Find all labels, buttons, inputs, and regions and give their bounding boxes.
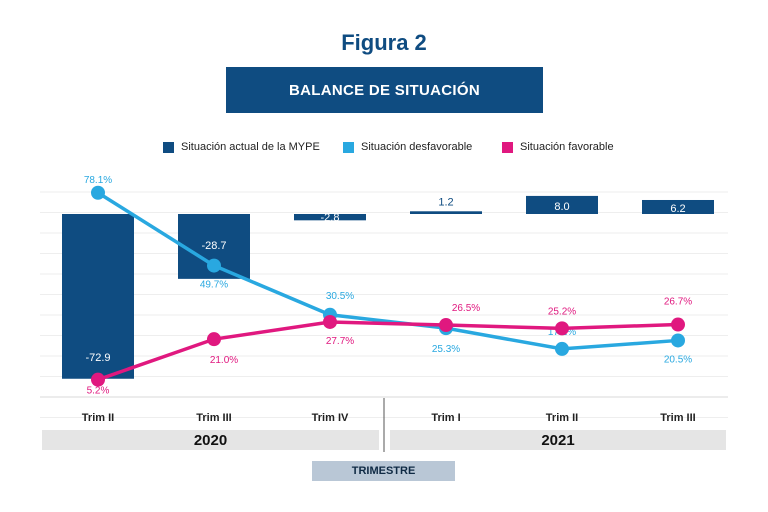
- bar-label-4: 8.0: [554, 201, 569, 213]
- legend-label-favorable: Situación favorable: [520, 141, 614, 153]
- line-label-1-1: 21.0%: [210, 355, 238, 366]
- line-point-0-1: [207, 258, 221, 273]
- figure-title: Figura 2: [341, 30, 427, 55]
- legend-swatch-unfavorable: [343, 141, 354, 153]
- x-tick-label-3: Trim I: [431, 412, 460, 424]
- bar-0: [62, 214, 134, 379]
- line-label-0-1: 49.7%: [200, 280, 228, 291]
- year-label-2020: 2020: [42, 430, 379, 450]
- legend-swatch-bars: [163, 141, 174, 153]
- line-point-0-0: [91, 185, 105, 200]
- line-point-1-2: [323, 314, 337, 329]
- line-label-0-5: 20.5%: [664, 354, 692, 365]
- line-point-1-0: [91, 372, 105, 387]
- x-axis-title: TRIMESTRE: [312, 461, 455, 481]
- x-tick-label-5: Trim III: [660, 412, 695, 424]
- line-point-1-5: [671, 317, 685, 332]
- x-tick-label-1: Trim III: [196, 412, 231, 424]
- legend-item-favorable: Situación favorable: [502, 141, 614, 153]
- line-point-0-4: [555, 341, 569, 356]
- line-series-0: [97, 191, 679, 351]
- bar-5: [642, 199, 714, 214]
- bar-2: [294, 214, 366, 221]
- line-label-1-0: 5.2%: [87, 386, 110, 397]
- x-tick-label-0: Trim II: [82, 412, 114, 424]
- line-point-1-4: [555, 321, 569, 336]
- legend-item-bars: Situación actual de la MYPE: [163, 141, 320, 153]
- bar-label-1: -28.7: [201, 240, 226, 252]
- line-label-1-2: 27.7%: [326, 336, 354, 347]
- line-point-1-3: [439, 318, 453, 333]
- line-label-0-0: 78.1%: [84, 175, 112, 186]
- bar-label-5: 6.2: [670, 203, 685, 215]
- line-label-1-3: 26.5%: [452, 303, 480, 314]
- legend-label-bars: Situación actual de la MYPE: [181, 141, 320, 153]
- bar-label-2: -2.8: [321, 212, 340, 224]
- legend-item-unfavorable: Situación desfavorable: [343, 141, 472, 153]
- line-point-1-1: [207, 332, 221, 347]
- line-series-1: [97, 320, 679, 382]
- line-label-1-5: 26.7%: [664, 297, 692, 308]
- chart-title-banner: BALANCE DE SITUACIÓN: [226, 67, 543, 113]
- bar-3: [410, 211, 482, 214]
- legend-swatch-favorable: [502, 141, 513, 153]
- bar-label-0: -72.9: [85, 352, 110, 364]
- line-label-1-4: 25.2%: [548, 306, 576, 317]
- year-label-2021: 2021: [390, 430, 726, 450]
- line-point-0-5: [671, 333, 685, 348]
- line-label-0-3: 25.3%: [432, 344, 460, 355]
- x-tick-label-4: Trim II: [546, 412, 578, 424]
- bar-label-3: 1.2: [438, 196, 453, 208]
- legend-label-unfavorable: Situación desfavorable: [361, 141, 473, 153]
- x-tick-label-2: Trim IV: [312, 412, 349, 424]
- bar-4: [526, 195, 598, 214]
- line-label-0-2: 30.5%: [326, 291, 354, 302]
